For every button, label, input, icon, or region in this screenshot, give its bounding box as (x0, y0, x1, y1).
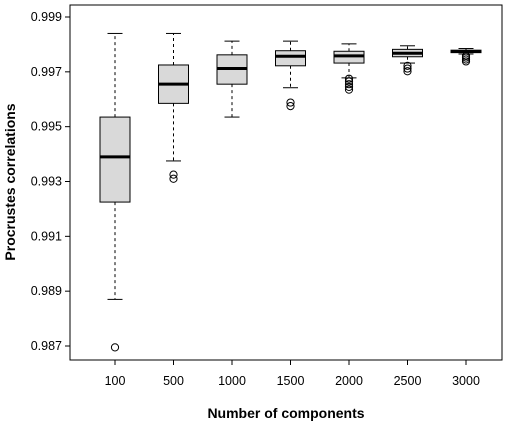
outlier-point (110, 343, 120, 352)
box-1500 (275, 40, 306, 111)
outlier-point (169, 174, 178, 183)
outlier-point (461, 57, 471, 66)
x-tick-label: 2000 (335, 374, 363, 388)
y-tick-label: 0.995 (31, 120, 62, 134)
outlier-point (286, 102, 295, 111)
x-axis: 100 500 1000 1500 2000 2500 3000 (105, 360, 480, 388)
box-1000 (216, 40, 248, 118)
y-tick-label: 0.989 (31, 284, 62, 298)
box-2500 (392, 45, 423, 76)
plot-frame (69, 4, 503, 361)
x-tick-label: 3000 (452, 374, 480, 388)
box-500 (158, 32, 189, 183)
y-tick-label: 0.993 (31, 175, 62, 189)
boxes-layer (99, 32, 482, 352)
box-3000 (450, 48, 482, 66)
x-tick-label: 500 (163, 374, 184, 388)
y-axis-title: Procrustes correlations (2, 103, 18, 260)
x-tick-label: 100 (105, 374, 126, 388)
outlier-point (169, 170, 178, 179)
y-tick-label: 0.997 (31, 65, 62, 79)
box-2000 (333, 43, 365, 94)
iqr-box (99, 116, 131, 203)
box-100 (99, 32, 131, 352)
x-tick-label: 2500 (394, 374, 422, 388)
iqr-box (275, 50, 306, 67)
outlier-point (286, 98, 295, 107)
outlier-point (344, 85, 354, 94)
outlier-point (403, 61, 412, 70)
y-tick-label: 0.999 (31, 10, 62, 24)
outlier-point (344, 74, 354, 83)
x-tick-label: 1500 (277, 374, 305, 388)
y-axis: 0.987 0.989 0.991 0.993 0.995 0.997 0.999 (31, 10, 70, 353)
x-tick-label: 1000 (218, 374, 246, 388)
outlier-point (403, 64, 412, 73)
outlier-point (344, 82, 354, 92)
x-axis-title: Number of components (207, 405, 364, 421)
y-tick-label: 0.991 (31, 229, 62, 243)
outlier-point (344, 80, 354, 89)
outlier-point (344, 77, 354, 86)
y-tick-label: 0.987 (31, 339, 62, 353)
outlier-point (403, 67, 412, 76)
